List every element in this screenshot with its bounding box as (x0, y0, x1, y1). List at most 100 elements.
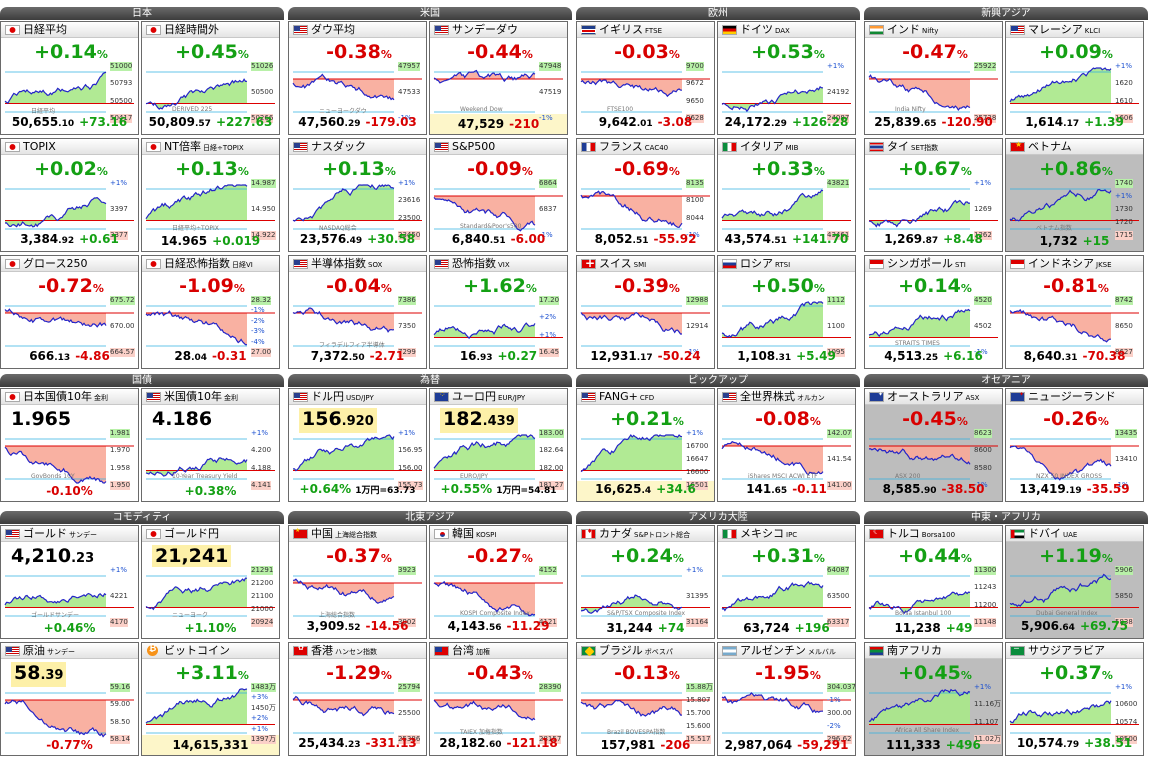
instrument-name[interactable]: 日経平均 (23, 23, 67, 37)
instrument-name[interactable]: 日本国債10年 金利 (23, 390, 108, 405)
quote-card-jkse[interactable]: 8742 8650 8627 インドネシア JKSE -0.81% 8,640.31 -70.… (1005, 255, 1144, 369)
quote-card-sp500[interactable]: 6864 6837 -1% Standard&Poor's500 S&P500 -0.09… (429, 138, 568, 252)
instrument-name[interactable]: ベトナム (1028, 140, 1072, 154)
quote-card-btc[interactable]: 1483万+3%1450万 +2%+1% 1397万 ビットコイン +3.11% 14,6… (141, 642, 280, 756)
quote-card-sunday_dow[interactable]: 47948 47519 -1% Weekend Dow サンデーダウ -0.44% 47,5… (429, 21, 568, 135)
instrument-name[interactable]: ドバイ UAE (1028, 527, 1077, 542)
instrument-name[interactable]: ロシア RTSI (740, 257, 790, 272)
quote-card-nz[interactable]: 13435 13410 -1% NZX 50 INDEX GROSS ニュージーランド -… (1005, 388, 1144, 502)
instrument-name[interactable]: ドイツ DAX (740, 23, 790, 38)
quote-card-jse[interactable]: +1% 11.16万 11.107 11.02万 Africa All Share In… (864, 642, 1003, 756)
quote-card-ipc[interactable]: 64087 63500 63317 メキシコ IPC +0.31% 63,724 +196 (717, 525, 856, 639)
instrument-name[interactable]: アルゼンチン メルバル (740, 644, 836, 659)
instrument-name[interactable]: S&P500 (452, 140, 495, 154)
quote-card-tasi[interactable]: +1% 10600 10574 10500 サウジアラビア +0.37% 10,574.79… (1005, 642, 1144, 756)
quote-card-jgb10[interactable]: 1.981 1.970 1.958 1.950 GovBonds 10Y 日本国債10年金… (0, 388, 139, 502)
instrument-name[interactable]: イタリア MIB (740, 140, 798, 155)
quote-card-shanghai[interactable]: 39233902上海総合指数中国上海総合指数-0.37%3,909.52-14.… (288, 525, 427, 639)
instrument-name[interactable]: 香港 ハンセン指数 (311, 644, 377, 659)
quote-card-acwi[interactable]: 142.07 141.54 141.00 iShares MSCI ACWI ETF 全… (717, 388, 856, 502)
instrument-name[interactable]: サウジアラビア (1028, 644, 1105, 658)
instrument-name[interactable]: ゴールド円 (164, 527, 219, 541)
instrument-name[interactable]: 中国 上海総合指数 (311, 527, 377, 542)
quote-card-vix[interactable]: 17.20 +2% +1% 16.45 恐怖指数 VIX +1.62% 16.93 +0.27 (429, 255, 568, 369)
axis-label: 6837 (539, 205, 557, 213)
instrument-name[interactable]: NT倍率 日経÷TOPIX (164, 140, 244, 155)
instrument-name[interactable]: グロース250 (23, 257, 87, 271)
quote-card-dubai[interactable]: 5906 5850 5838 Dubai General Index ドバイ UAE +1.… (1005, 525, 1144, 639)
quote-card-bovespa[interactable]: 15.88万 15.807 15.700 15.600 15.517 Brazil BOV… (576, 642, 715, 756)
quote-card-nt[interactable]: 14.987 14.950 14.922 日経平均÷TOPIX NT倍率 日経÷TOPIX… (141, 138, 280, 252)
quote-card-klci[interactable]: +1% 1620 1610 1606 マレーシア KLCI +0.09% 1,614.17 +1… (1005, 21, 1144, 135)
quote-card-nkvi[interactable]: 28.32 -1% -2% -3% -4% 27.00 日経恐怖指数 日経VI -1.09% 28… (141, 255, 280, 369)
instrument-name[interactable]: 米国債10年 金利 (164, 390, 238, 405)
instrument-name[interactable]: ビットコイン (164, 644, 230, 658)
quote-card-merval[interactable]: 304.037 -1% 300.00 -2% 296.62 アルゼンチン メルバル -1.95… (717, 642, 856, 756)
price-footer: 1,269.87 +8.48 (865, 232, 1002, 249)
instrument-name[interactable]: インド Nifty (887, 23, 938, 38)
instrument-name[interactable]: FANG+ CFD (599, 390, 654, 405)
instrument-name[interactable]: 恐怖指数 VIX (452, 257, 510, 272)
quote-card-nikkei[interactable]: 51000 50793 50500 50417 日経平均 日経平均 +0.14% 50,655… (0, 21, 139, 135)
instrument-name[interactable]: ニュージーランド (1028, 390, 1116, 404)
quote-card-kospi[interactable]: 4152 4121 KOSPI Composite Index 韓国 KOSPI -0.2… (429, 525, 568, 639)
quote-card-nifty[interactable]: 25922 25728 India Nifty インド Nifty -0.47% 25,83… (864, 21, 1003, 135)
quote-card-eurjpy[interactable]: 183.00 182.64 182.00 181.27 EURO/JPY ユーロ円EUR/… (429, 388, 568, 502)
quote-card-vn[interactable]: 1740 +1% 1730 1720 1715 ベトナム指数 ベトナム +0.86% 1,732… (1005, 138, 1144, 252)
quote-card-ust10[interactable]: +1% 4.200 4.188 4.141 10-Year Treasury Yield… (141, 388, 280, 502)
instrument-name[interactable]: シンガポール STI (887, 257, 966, 272)
quote-card-topix[interactable]: +1% 3397 3377 TOPIX +0.02% 3,384.92 +0.61 (0, 138, 139, 252)
quote-card-growth[interactable]: 675.72 670.00 664.57 グロース250 -0.72% 666.13 -4.… (0, 255, 139, 369)
quote-card-usdjpy[interactable]: +1% 156.95 156.00 155.73 ドル円 USD/JPY 156.920 +0… (288, 388, 427, 502)
instrument-name[interactable]: ドル円 USD/JPY (311, 390, 374, 405)
instrument-name[interactable]: 韓国 KOSPI (452, 527, 496, 542)
quote-card-rtsi[interactable]: 1112 1100 1095 ロシア RTSI +0.50% 1,108.31 +5.49 (717, 255, 856, 369)
quote-card-twii[interactable]: 28390 28157 TAIEX 加権指数 台湾 加権 -0.43% 28,182.60-… (429, 642, 568, 756)
instrument-name[interactable]: トルコ Borsa100 (887, 527, 955, 542)
quote-card-sox[interactable]: 7386 7350 7299 フィラデルフィア半導体 半導体指数 SOX -0.04% 7,3… (288, 255, 427, 369)
quote-card-nasdaq[interactable]: +1% 23616 23500 23450 NASDAQ総合 ナスダック +0.13% 23,… (288, 138, 427, 252)
quote-card-gold[interactable]: +1% 4221 4170 ゴールドサンデー ゴールド サンデー 4,210.23 +0.46… (0, 525, 139, 639)
quote-card-ftse[interactable]: 9700 9672 9650 9628 FTSE100 イギリス FTSE -0.03% 9,6… (576, 21, 715, 135)
quote-card-nikkei_night[interactable]: 51026 50500 50266 DERIVED 225 日経時間外 +0.45% 50,… (141, 21, 280, 135)
quote-card-goldjpy[interactable]: 21291 21200 21100 21000 20924 ニューヨーク ゴールド円 21,2… (141, 525, 280, 639)
instrument-name[interactable]: イギリス FTSE (599, 23, 662, 38)
quote-card-cac[interactable]: 8135 8100 8044 -1% フランス CAC40 -0.69% 8,052.51 -5… (576, 138, 715, 252)
instrument-name[interactable]: TOPIX (23, 140, 56, 154)
instrument-name[interactable]: タイ SET指数 (887, 140, 938, 155)
instrument-name[interactable]: 半導体指数 SOX (311, 257, 382, 272)
instrument-name[interactable]: オーストラリア ASX (887, 390, 979, 405)
quote-card-mib[interactable]: 43821 43461 イタリア MIB +0.33% 43,574.51 +141.70 (717, 138, 856, 252)
chart-area-fill (146, 79, 247, 110)
quote-card-dow[interactable]: 47957 47533 -1% ニューヨークダウ ダウ平均 -0.38% 47,560.29… (288, 21, 427, 135)
current-value-decimal: .39 (40, 668, 64, 683)
quote-card-sti[interactable]: 4520 4502 -1% STRAITS TIMES シンガポール STI +0.14% 4… (864, 255, 1003, 369)
instrument-name[interactable]: スイス SMI (599, 257, 646, 272)
instrument-name[interactable]: カナダ S&Pトロント総合 (599, 527, 690, 542)
instrument-name[interactable]: 日経時間外 (164, 23, 219, 37)
instrument-name[interactable]: ブラジル ボベスパ (599, 644, 673, 659)
instrument-name[interactable]: 南アフリカ (887, 644, 942, 658)
instrument-name[interactable]: ダウ平均 (311, 23, 355, 37)
instrument-name[interactable]: ゴールド サンデー (23, 527, 97, 542)
instrument-name[interactable]: 台湾 加権 (452, 644, 490, 659)
instrument-name[interactable]: マレーシア KLCI (1028, 23, 1100, 38)
instrument-name[interactable]: フランス CAC40 (599, 140, 668, 155)
instrument-name[interactable]: サンデーダウ (452, 23, 518, 37)
instrument-name[interactable]: インドネシア JKSE (1028, 257, 1112, 272)
quote-card-fang[interactable]: +1% 16700 16647 16600 16501 FANG+ CFD +0.21% 16,… (576, 388, 715, 502)
instrument-name[interactable]: 全世界株式 オルカン (740, 390, 825, 405)
quote-card-oil[interactable]: 59.16 59.00 58.50 58.14 原油 サンデー 58.39 -0.77% (0, 642, 139, 756)
instrument-name[interactable]: 日経恐怖指数 日経VI (164, 257, 253, 272)
instrument-name[interactable]: 原油 サンデー (23, 644, 75, 659)
quote-card-bist[interactable]: 11300 11243 11200 11148 Borsa Istanbul 100 トル… (864, 525, 1003, 639)
quote-card-set[interactable]: +1% 1269 1262 タイ SET指数 +0.67% 1,269.87 +8.48 (864, 138, 1003, 252)
instrument-name[interactable]: ナスダック (311, 140, 366, 154)
instrument-name[interactable]: ユーロ円 EUR/JPY (452, 390, 525, 405)
quote-card-dax[interactable]: +1% 24192 24087 ドイツ DAX +0.53% 24,172.29 +126.2… (717, 21, 856, 135)
instrument-name[interactable]: メキシコ IPC (740, 527, 797, 542)
